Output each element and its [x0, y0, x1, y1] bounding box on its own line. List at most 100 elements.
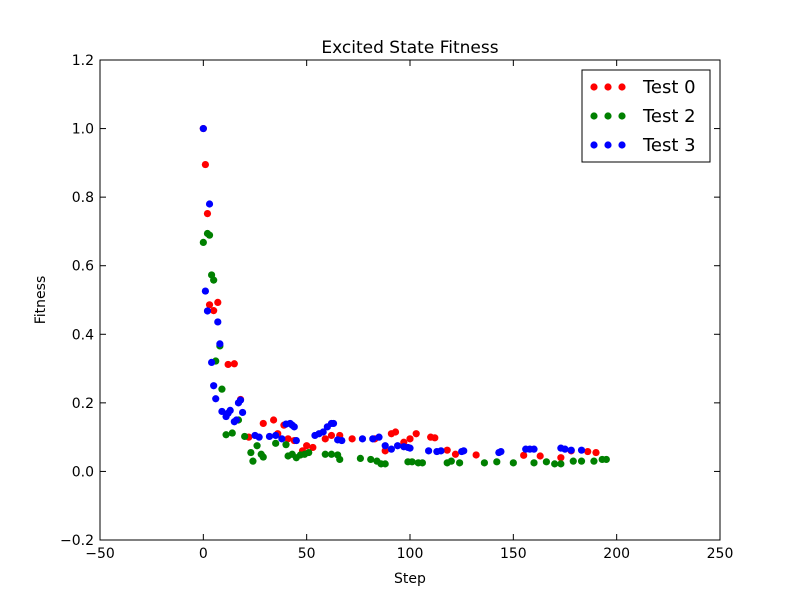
data-point [321, 435, 329, 443]
data-point [592, 448, 600, 457]
data-point [472, 451, 480, 459]
data-point [218, 385, 226, 393]
y-tick-label: 1.2 [72, 53, 94, 69]
data-point [255, 433, 263, 441]
data-point [241, 432, 249, 441]
data-point [284, 435, 292, 443]
data-point [222, 431, 230, 439]
data-point [425, 447, 433, 455]
data-point [557, 454, 565, 462]
legend-marker [618, 141, 626, 149]
data-point [247, 448, 255, 457]
data-point [509, 459, 517, 467]
data-point [239, 408, 247, 417]
data-point [214, 318, 222, 326]
data-point [210, 382, 218, 390]
legend-marker [604, 83, 612, 91]
data-point [530, 459, 538, 467]
x-tick-label: 100 [397, 546, 424, 562]
data-point [367, 455, 375, 464]
data-point [602, 455, 610, 464]
data-point [253, 442, 261, 450]
data-point [497, 447, 505, 456]
data-point [412, 430, 420, 438]
data-point [228, 429, 236, 437]
legend-marker [618, 112, 626, 120]
data-point [327, 431, 336, 440]
data-point [210, 276, 218, 284]
data-point [205, 231, 214, 239]
data-point [309, 443, 317, 452]
legend-label: Test 3 [642, 135, 696, 156]
y-tick-label: 0.4 [72, 327, 94, 343]
legend-label: Test 0 [642, 77, 696, 98]
x-tick-label: 150 [500, 546, 527, 562]
data-point [201, 160, 209, 169]
data-point [203, 210, 212, 218]
x-tick-label: −50 [85, 546, 115, 562]
legend-frame [581, 69, 711, 163]
legend-marker [604, 112, 612, 120]
data-point [338, 436, 346, 445]
data-point [456, 459, 464, 467]
legend-marker [590, 141, 598, 149]
data-point [590, 457, 598, 465]
data-point [290, 423, 298, 431]
data-point [375, 433, 383, 441]
data-point [551, 460, 559, 468]
y-axis-title: Fitness [33, 276, 49, 325]
data-point [530, 445, 538, 453]
data-point [305, 448, 313, 457]
data-point [232, 416, 240, 424]
data-point [199, 238, 207, 246]
plot-frame [99, 59, 721, 541]
x-tick-label: 50 [298, 546, 316, 562]
y-tick-label: 0.0 [72, 464, 94, 480]
data-point [259, 453, 267, 461]
data-point [406, 435, 414, 443]
legend: Test 0 Test 2 Test 3 [581, 69, 711, 163]
data-point [569, 457, 577, 465]
data-point [329, 419, 338, 428]
data-point [272, 431, 280, 440]
data-point [236, 396, 245, 404]
legend-label: Test 2 [642, 106, 696, 127]
data-point [216, 340, 224, 348]
legend-marker [590, 83, 598, 91]
x-tick-label: 0 [199, 546, 208, 562]
data-point [542, 458, 551, 466]
data-point [451, 450, 460, 458]
data-point [230, 360, 238, 368]
data-point [278, 435, 286, 443]
data-point [447, 457, 455, 465]
data-point [265, 432, 274, 441]
data-point [201, 287, 209, 295]
data-point [561, 445, 569, 453]
data-point [208, 358, 216, 366]
data-point [394, 442, 402, 450]
data-point [381, 460, 389, 468]
data-point [210, 307, 218, 315]
x-axis-title: Step [394, 571, 426, 587]
data-point [203, 307, 212, 315]
data-point [418, 459, 426, 467]
data-point [356, 454, 364, 462]
chart-title: Excited State Fitness [321, 38, 498, 58]
data-point [205, 200, 214, 208]
legend-marker [604, 141, 612, 149]
data-point [199, 124, 207, 133]
data-point [270, 416, 278, 424]
data-point [381, 442, 389, 450]
data-point [536, 452, 544, 460]
data-point [406, 444, 414, 452]
data-point [493, 458, 501, 466]
data-point [336, 455, 344, 464]
data-point [567, 446, 575, 454]
data-point [348, 435, 356, 443]
data-point [381, 447, 389, 455]
data-point [557, 460, 565, 468]
data-point [443, 446, 451, 454]
data-point [272, 439, 280, 447]
data-point [214, 298, 222, 306]
y-tick-label: −0.2 [60, 533, 94, 549]
